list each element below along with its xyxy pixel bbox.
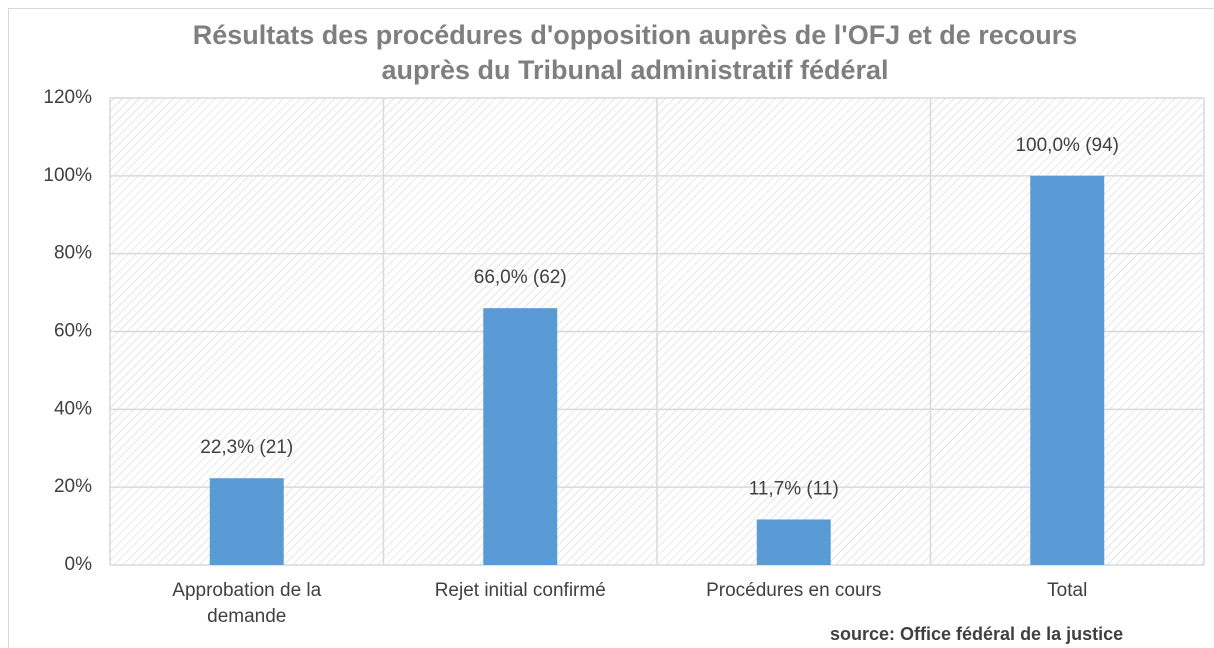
data-label: 66,0% (62) [474, 267, 567, 288]
y-tick-label: 80% [54, 243, 92, 264]
bar [756, 519, 831, 565]
y-tick-label: 20% [54, 476, 92, 497]
bar [483, 308, 558, 565]
x-tick-label: Procédures en cours [706, 580, 882, 601]
data-label: 11,7% (11) [749, 478, 839, 499]
source-note: source: Office fédéral de la justice [830, 624, 1124, 644]
chart-border [8, 8, 1214, 648]
data-label: 22,3% (21) [200, 437, 293, 458]
y-tick-label: 40% [54, 398, 92, 419]
x-tick-label: Total [1047, 580, 1088, 601]
data-label: 100,0% (94) [1015, 135, 1119, 156]
y-tick-label: 0% [65, 554, 93, 575]
bar [1030, 175, 1105, 566]
bar [209, 478, 284, 565]
x-tick-label: Approbation de la demande [172, 580, 322, 627]
y-tick-label: 100% [43, 165, 92, 186]
y-tick-label: 120% [43, 87, 92, 108]
x-tick-label: Rejet initial confirmé [434, 580, 606, 601]
y-tick-label: 60% [54, 321, 92, 342]
chart-title: Résultats des procédures d'opposition au… [192, 20, 1078, 85]
